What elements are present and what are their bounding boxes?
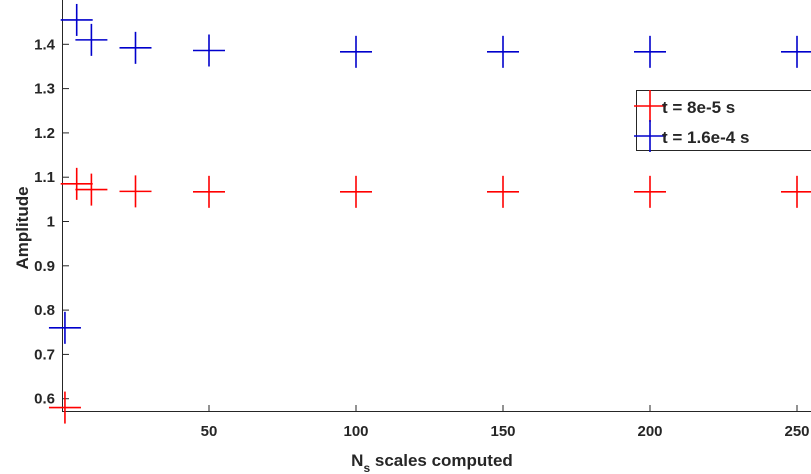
series-2-point <box>48 311 81 344</box>
y-tick-label: 1.4 <box>34 36 56 53</box>
data-marks <box>48 3 811 424</box>
y-tick-label: 1 <box>47 214 55 231</box>
series-2-point <box>60 3 93 36</box>
y-tick-label: 0.7 <box>34 346 55 363</box>
legend-entry-2: t = 1.6e-4 s <box>634 120 749 152</box>
x-tick-label: 100 <box>343 423 368 440</box>
x-tick-label: 50 <box>201 423 218 440</box>
x-axis-label-subscript: s <box>363 461 370 474</box>
series-2-point <box>634 35 666 68</box>
x-tick-label: 150 <box>490 423 515 440</box>
series-1-point <box>60 167 93 200</box>
series-2-point <box>75 23 108 56</box>
y-axis-label: Amplitude <box>13 186 32 269</box>
y-tick-label: 1.1 <box>34 169 55 186</box>
x-axis-label-main: N <box>351 451 363 470</box>
legend-label-2: t = 1.6e-4 s <box>662 128 749 147</box>
legend-label-1: t = 8e-5 s <box>662 98 735 117</box>
series-1-point <box>781 175 811 208</box>
series-1-point <box>48 391 81 424</box>
y-tick-label: 1.3 <box>34 81 55 98</box>
x-ticks: 50 100 150 200 250 <box>201 405 810 440</box>
series-1-point <box>340 175 372 208</box>
series-2-point <box>487 35 519 68</box>
series-2-point <box>119 31 152 64</box>
series-1-point <box>487 175 519 208</box>
y-tick-label: 1.2 <box>34 125 55 142</box>
series-1-point <box>119 175 152 208</box>
y-tick-label: 0.9 <box>34 258 55 275</box>
legend-box <box>636 90 811 151</box>
series-2-point <box>781 35 811 68</box>
x-axis-label: Ns scales computed <box>351 451 513 474</box>
series-1-point <box>193 175 225 208</box>
series-1-point <box>634 175 666 208</box>
legend: t = 8e-5 s t = 1.6e-4 s <box>634 90 811 152</box>
series-1-point <box>75 173 108 206</box>
legend-entry-1: t = 8e-5 s <box>634 90 735 122</box>
x-axis-label-rest: scales computed <box>370 451 513 470</box>
y-tick-label: 0.8 <box>34 302 55 319</box>
x-tick-label: 250 <box>784 423 809 440</box>
y-ticks: 0.6 0.7 0.8 0.9 1 1.1 1.2 1.3 1.4 <box>34 36 69 408</box>
axes <box>62 0 811 412</box>
series-2-point <box>193 34 225 67</box>
series-2-point <box>340 35 372 68</box>
x-tick-label: 200 <box>637 423 662 440</box>
y-tick-label: 0.6 <box>34 391 55 408</box>
